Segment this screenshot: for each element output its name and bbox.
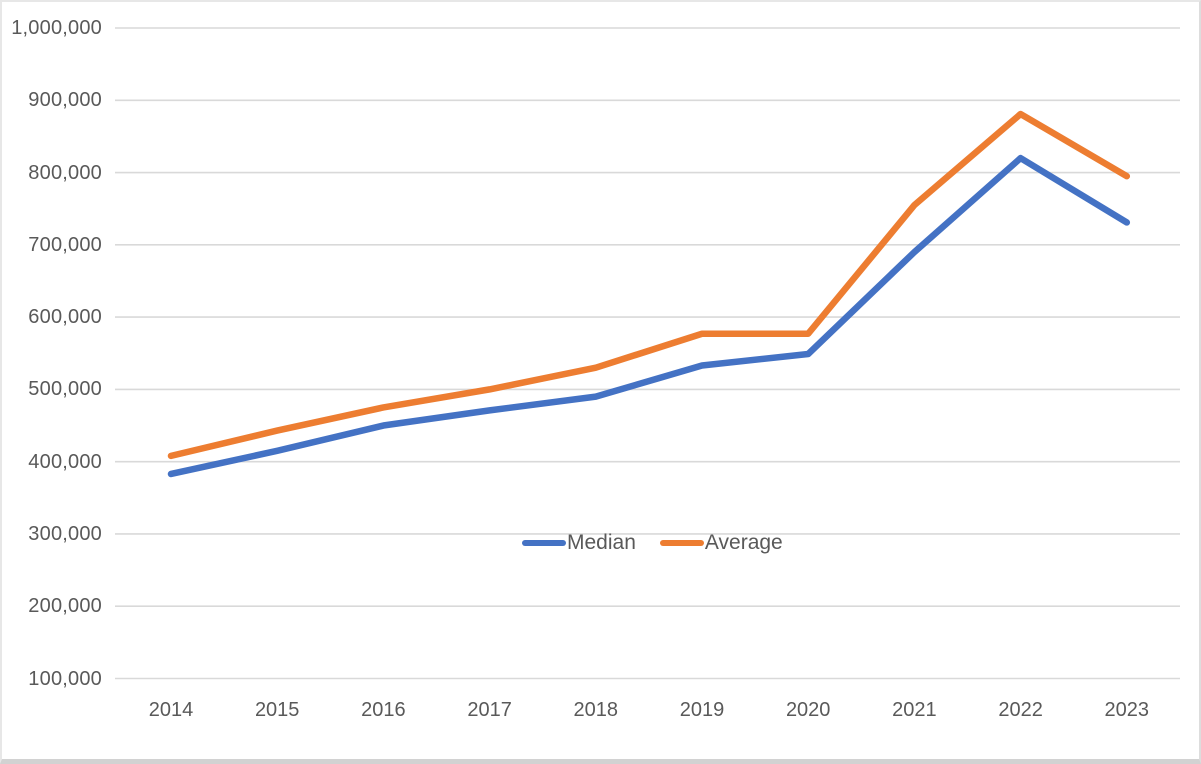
x-tick-label: 2018 [573, 699, 619, 721]
y-tick-label: 1,000,000 [11, 17, 102, 39]
average-line-swatch-icon [659, 540, 704, 546]
x-tick-label: 2020 [785, 699, 831, 721]
legend: Median Average [522, 531, 783, 555]
x-tick-label: 2015 [254, 699, 300, 721]
y-tick-label: 700,000 [28, 233, 102, 256]
y-tick-label: 600,000 [28, 306, 102, 329]
legend-item-median[interactable]: Median [522, 531, 636, 555]
average-series-line[interactable] [167, 110, 1131, 460]
y-tick-label: 400,000 [28, 450, 102, 473]
y-tick-label: 300,000 [28, 522, 102, 545]
x-tick-label: 2021 [892, 699, 937, 721]
x-tick-label: 2023 [1104, 699, 1150, 721]
x-tick-label: 2019 [679, 699, 725, 721]
y-tick-label: 500,000 [28, 378, 102, 401]
legend-label-median: Median [567, 531, 636, 554]
x-tick-label: 2022 [998, 699, 1043, 721]
y-tick-label: 100,000 [28, 667, 102, 690]
x-tick-label: 2014 [148, 699, 194, 721]
x-tick-label: 2017 [467, 699, 512, 721]
legend-item-average[interactable]: Average [659, 531, 783, 555]
median-series-line[interactable] [167, 154, 1131, 478]
x-tick-label: 2016 [361, 699, 406, 721]
legend-label-average: Average [704, 531, 783, 554]
y-tick-label: 200,000 [28, 595, 102, 618]
y-tick-label: 800,000 [28, 161, 102, 184]
y-tick-label: 900,000 [28, 89, 102, 112]
median-line-swatch-icon [522, 540, 566, 546]
